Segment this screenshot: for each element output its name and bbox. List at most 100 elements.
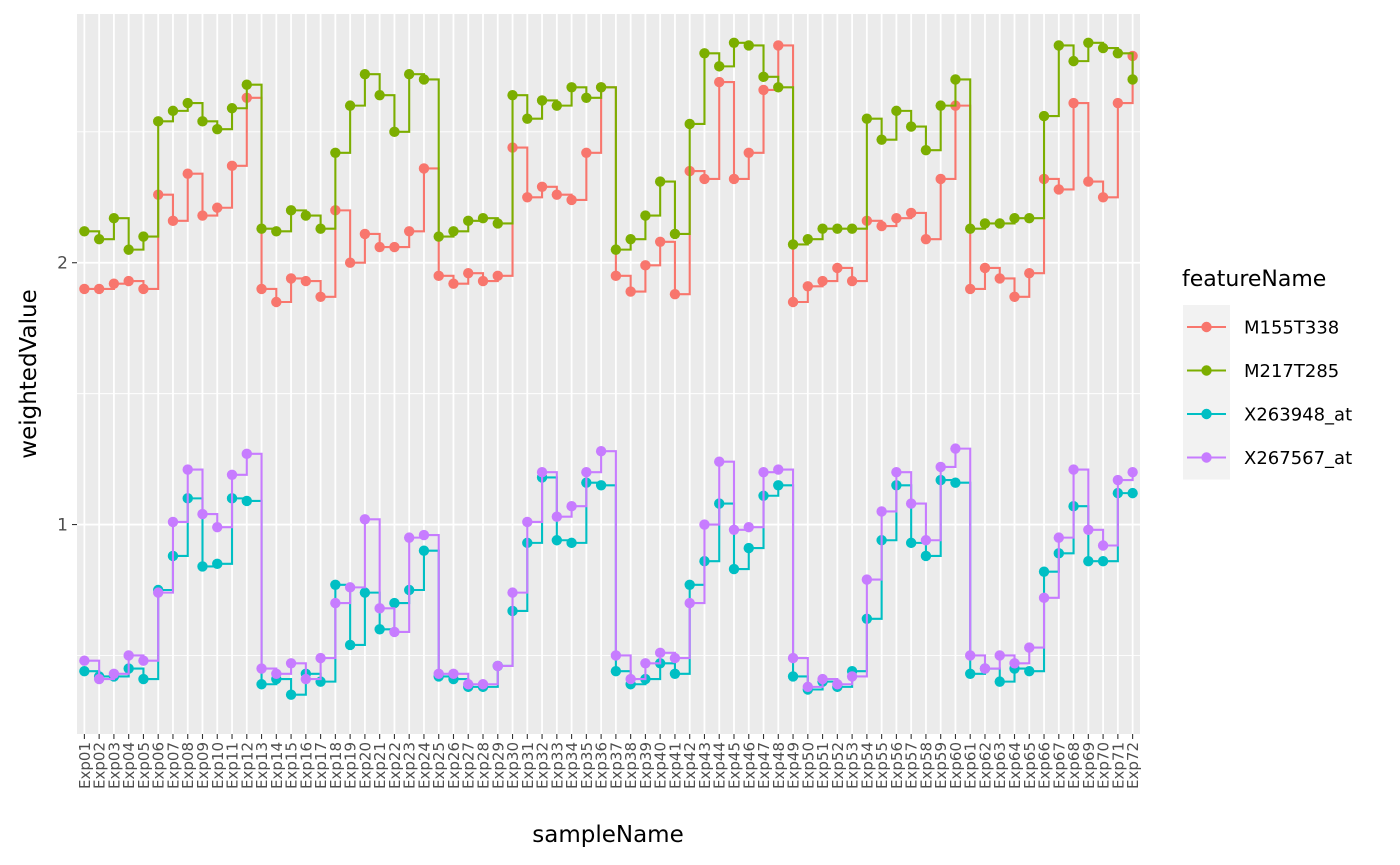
x-tick-label: Exp04 xyxy=(120,742,138,789)
data-point xyxy=(669,668,681,679)
data-point xyxy=(1112,474,1124,486)
data-point xyxy=(728,173,740,185)
data-point xyxy=(300,210,312,221)
x-tick-label: Exp40 xyxy=(652,742,670,789)
data-point xyxy=(108,213,120,224)
data-point xyxy=(79,226,90,237)
data-point xyxy=(994,676,1005,687)
data-point xyxy=(359,514,371,525)
data-point xyxy=(979,218,991,229)
x-tick-label: Exp13 xyxy=(253,742,271,789)
x-tick-label: Exp61 xyxy=(962,742,980,789)
data-point xyxy=(640,260,651,271)
data-point xyxy=(891,105,902,117)
data-point xyxy=(256,679,267,690)
data-point xyxy=(654,176,666,187)
data-point xyxy=(433,270,444,282)
data-point xyxy=(536,466,548,478)
data-point xyxy=(522,113,533,124)
x-tick-label: Exp16 xyxy=(297,742,315,789)
x-tick-label: Exp51 xyxy=(814,742,832,789)
legend-label: M217T285 xyxy=(1244,361,1339,382)
x-axis: Exp01Exp02Exp03Exp04Exp05Exp06Exp07Exp08… xyxy=(76,734,1142,789)
data-point xyxy=(935,461,946,473)
data-point xyxy=(522,516,533,528)
legend-label: X267567_at xyxy=(1244,448,1352,469)
data-point xyxy=(285,273,297,284)
x-tick-label: Exp49 xyxy=(785,742,803,789)
data-point xyxy=(197,561,208,572)
data-point xyxy=(477,275,489,287)
x-tick-label: Exp20 xyxy=(356,742,374,789)
x-tick-label: Exp06 xyxy=(150,742,168,789)
data-point xyxy=(802,281,814,292)
x-tick-label: Exp48 xyxy=(770,742,788,789)
data-point xyxy=(714,76,725,88)
x-tick-label: Exp05 xyxy=(135,742,153,789)
legend-label: M155T338 xyxy=(1244,318,1339,339)
x-tick-label: Exp01 xyxy=(76,742,94,789)
data-point xyxy=(654,647,666,659)
x-axis-title: sampleName xyxy=(532,822,683,848)
data-point xyxy=(271,226,282,237)
data-point xyxy=(846,223,858,234)
data-point xyxy=(950,74,961,85)
data-point xyxy=(1083,524,1094,535)
data-point xyxy=(684,597,695,609)
data-point xyxy=(758,466,769,478)
data-point xyxy=(1053,40,1064,51)
x-tick-label: Exp38 xyxy=(622,742,640,789)
data-point xyxy=(418,74,430,85)
x-tick-label: Exp50 xyxy=(799,742,817,789)
data-point xyxy=(212,521,223,533)
data-point xyxy=(256,663,267,674)
x-tick-label: Exp36 xyxy=(593,742,611,789)
data-point xyxy=(861,574,873,585)
data-point xyxy=(374,603,385,614)
data-point xyxy=(389,597,400,609)
data-point xyxy=(787,239,799,250)
data-point xyxy=(212,558,223,570)
x-tick-label: Exp23 xyxy=(401,742,419,789)
x-tick-label: Exp55 xyxy=(873,742,891,789)
y-axis-title: weightedValue xyxy=(16,289,42,458)
data-point xyxy=(817,673,828,685)
data-point xyxy=(994,650,1005,661)
x-tick-label: Exp46 xyxy=(740,742,758,789)
data-point xyxy=(965,223,976,234)
data-point xyxy=(1038,110,1050,122)
data-point xyxy=(551,189,563,200)
data-point xyxy=(699,173,710,185)
data-point xyxy=(1024,665,1035,677)
data-point xyxy=(79,665,90,677)
x-tick-label: Exp25 xyxy=(430,742,448,789)
legend-key-point xyxy=(1201,408,1212,420)
data-point xyxy=(654,236,666,247)
data-point xyxy=(728,524,740,535)
data-point xyxy=(551,511,563,522)
data-point xyxy=(861,113,873,124)
data-point xyxy=(344,639,356,651)
data-point xyxy=(581,92,592,103)
data-point xyxy=(758,71,769,83)
x-tick-label: Exp12 xyxy=(238,742,256,789)
data-point xyxy=(433,231,444,242)
data-point xyxy=(492,270,503,282)
x-tick-label: Exp43 xyxy=(696,742,714,789)
data-point xyxy=(374,89,385,101)
x-tick-label: Exp39 xyxy=(637,742,655,789)
data-point xyxy=(920,535,932,546)
data-point xyxy=(1083,556,1094,567)
data-point xyxy=(507,89,518,101)
data-point xyxy=(610,650,622,661)
data-point xyxy=(374,241,385,253)
x-tick-label: Exp30 xyxy=(504,742,522,789)
data-point xyxy=(463,679,474,690)
data-point xyxy=(241,448,252,460)
x-tick-label: Exp60 xyxy=(947,742,965,789)
data-point xyxy=(669,652,681,664)
x-tick-label: Exp26 xyxy=(445,742,463,789)
data-point xyxy=(167,215,179,227)
data-point xyxy=(625,233,636,245)
data-point xyxy=(197,508,208,520)
